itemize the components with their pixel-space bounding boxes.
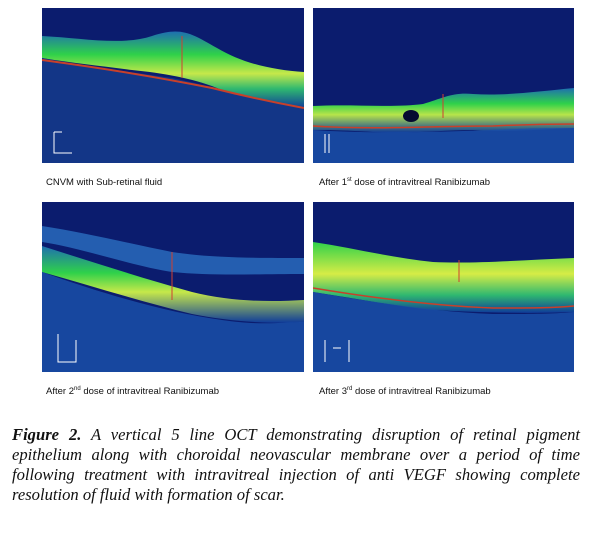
caption-superscript: nd — [74, 385, 81, 392]
caption-superscript: rd — [347, 385, 353, 392]
caption-text: dose of intravitreal Ranibizumab — [80, 386, 220, 397]
caption-text: After 3 — [319, 386, 347, 397]
oct-scan-dose-2 — [42, 202, 304, 372]
oct-image — [313, 8, 574, 163]
caption-text: dose of intravitreal Ranibizumab — [352, 386, 491, 397]
caption-text: dose of intravitreal Ranibizumab — [351, 177, 491, 188]
caption-text: CNVM with Sub-retinal fluid — [46, 177, 163, 188]
oct-image — [42, 8, 304, 163]
oct-scan-dose-1 — [313, 8, 574, 163]
oct-image — [42, 202, 304, 372]
panel-caption: After 2nd dose of intravitreal Ranibizum… — [46, 386, 219, 398]
caption-superscript: st — [347, 176, 352, 183]
caption-text: After 2 — [46, 386, 74, 397]
figure-label: Figure 2. — [12, 425, 82, 444]
oct-scan-dose-3 — [313, 202, 574, 372]
oct-image — [313, 202, 574, 372]
figure-caption: Figure 2. A vertical 5 line OCT demonstr… — [12, 425, 580, 505]
panel-caption: After 3rd dose of intravitreal Ranibizum… — [319, 386, 491, 398]
oct-scan-cnvm — [42, 8, 304, 163]
figure-caption-text: A vertical 5 line OCT demonstrating disr… — [12, 425, 580, 504]
panel-caption: CNVM with Sub-retinal fluid — [46, 177, 162, 189]
caption-text: After 1 — [319, 177, 347, 188]
panel-caption: After 1st dose of intravitreal Ranibizum… — [319, 177, 490, 189]
